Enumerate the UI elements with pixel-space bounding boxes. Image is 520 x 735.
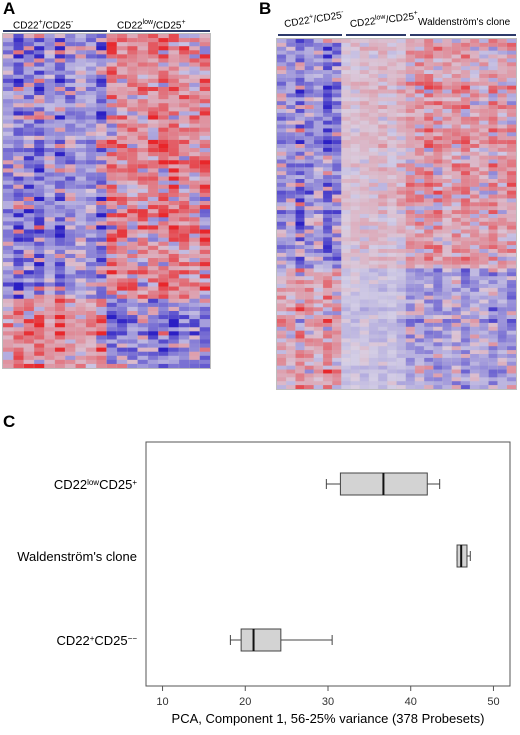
heatmap-b <box>276 38 517 390</box>
panel-b-group-3-line <box>410 34 516 36</box>
panel-b-group-1-line <box>278 34 342 36</box>
heatmap-a-cells <box>3 34 211 369</box>
panel-c-letter: C <box>3 412 16 431</box>
box-2 <box>456 544 471 568</box>
panel-a-letter: A <box>3 0 16 18</box>
panel-a-group-2-label: CD22low/CD25+ <box>117 19 186 32</box>
panel-a-group-2-line <box>110 30 210 32</box>
category-label-3: CD22+CD25−− <box>56 633 137 648</box>
panel-b-group-2-line <box>346 34 406 36</box>
x-tick-label-10: 10 <box>156 696 168 708</box>
heatmap-b-cells <box>277 39 517 390</box>
heatmap-a <box>2 33 211 369</box>
panel-b-group-3-label: Waldenström's clone <box>418 17 511 28</box>
x-axis-title: PCA, Component 1, 56-25% variance (378 P… <box>172 711 485 726</box>
plot-frame <box>145 441 511 687</box>
category-label-1: CD22lowCD25+ <box>54 477 138 492</box>
category-label-2: Waldenström's clone <box>17 549 137 564</box>
x-tick-label-20: 20 <box>239 696 251 708</box>
box-3 <box>229 628 333 652</box>
box-body-3 <box>240 628 282 652</box>
panel-a-group-1-label: CD22+/CD25- <box>13 19 74 32</box>
x-tick-label-30: 30 <box>322 696 334 708</box>
panel-b-letter: B <box>259 0 272 18</box>
x-tick-label-40: 40 <box>405 696 417 708</box>
panel-a-group-1-line <box>3 30 107 32</box>
x-tick-label-50: 50 <box>487 696 499 708</box>
box-1 <box>325 472 441 496</box>
